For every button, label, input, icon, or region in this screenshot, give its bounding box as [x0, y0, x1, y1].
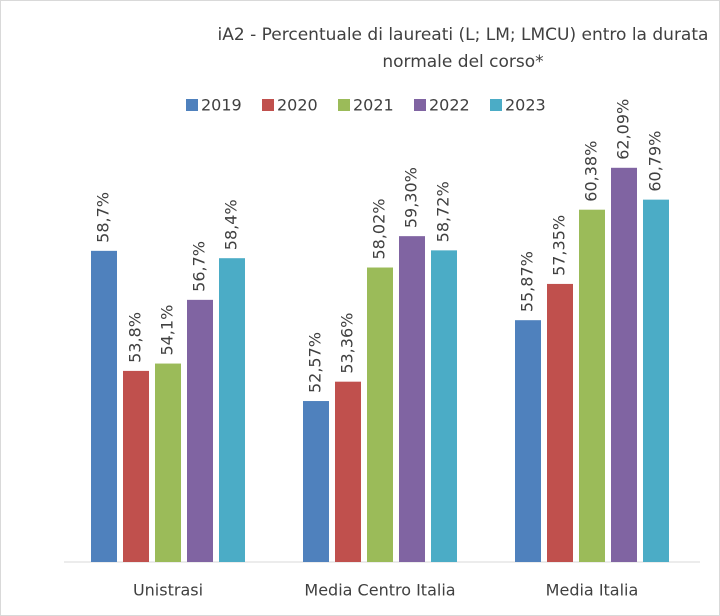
x-tick-label: Unistrasi [133, 581, 203, 600]
value-label: 58,72% [434, 181, 453, 242]
value-label: 54,1% [158, 305, 177, 356]
value-label: 56,7% [190, 241, 209, 292]
value-label: 57,35% [550, 215, 569, 276]
bar [303, 401, 329, 562]
bar [187, 299, 213, 562]
bar [431, 250, 457, 563]
legend-label: 2019 [201, 96, 242, 115]
bar [123, 370, 149, 562]
bar [155, 363, 181, 562]
value-label: 53,36% [338, 313, 357, 374]
value-label: 58,7% [94, 192, 113, 243]
bar [547, 283, 573, 562]
value-label: 58,02% [370, 198, 389, 259]
bar [399, 236, 425, 562]
bar [611, 167, 637, 563]
value-label: 53,8% [126, 312, 145, 363]
bar [91, 250, 117, 562]
bar [367, 267, 393, 562]
value-label: 60,79% [646, 131, 665, 192]
value-label: 59,30% [402, 167, 421, 228]
legend-label: 2023 [505, 96, 546, 115]
value-label: 62,09% [614, 99, 633, 160]
legend-swatch [490, 99, 502, 111]
legend-label: 2022 [429, 96, 470, 115]
legend-swatch [338, 99, 350, 111]
legend-label: 2020 [277, 96, 318, 115]
legend-swatch [262, 99, 274, 111]
bar [643, 199, 669, 562]
bar [335, 381, 361, 562]
value-label: 55,87% [518, 251, 537, 312]
bar [579, 209, 605, 562]
legend-swatch [414, 99, 426, 111]
bar [219, 258, 245, 562]
legend-swatch [186, 99, 198, 111]
chart-title: iA2 - Percentuale di laureati (L; LM; LM… [217, 25, 709, 72]
value-label: 52,57% [306, 332, 325, 393]
x-tick-label: Media Italia [546, 581, 639, 600]
x-tick-label: Media Centro Italia [304, 581, 455, 600]
legend-label: 2021 [353, 96, 394, 115]
value-label: 58,4% [222, 199, 241, 250]
value-label: 60,38% [582, 141, 601, 202]
bar [515, 320, 541, 562]
